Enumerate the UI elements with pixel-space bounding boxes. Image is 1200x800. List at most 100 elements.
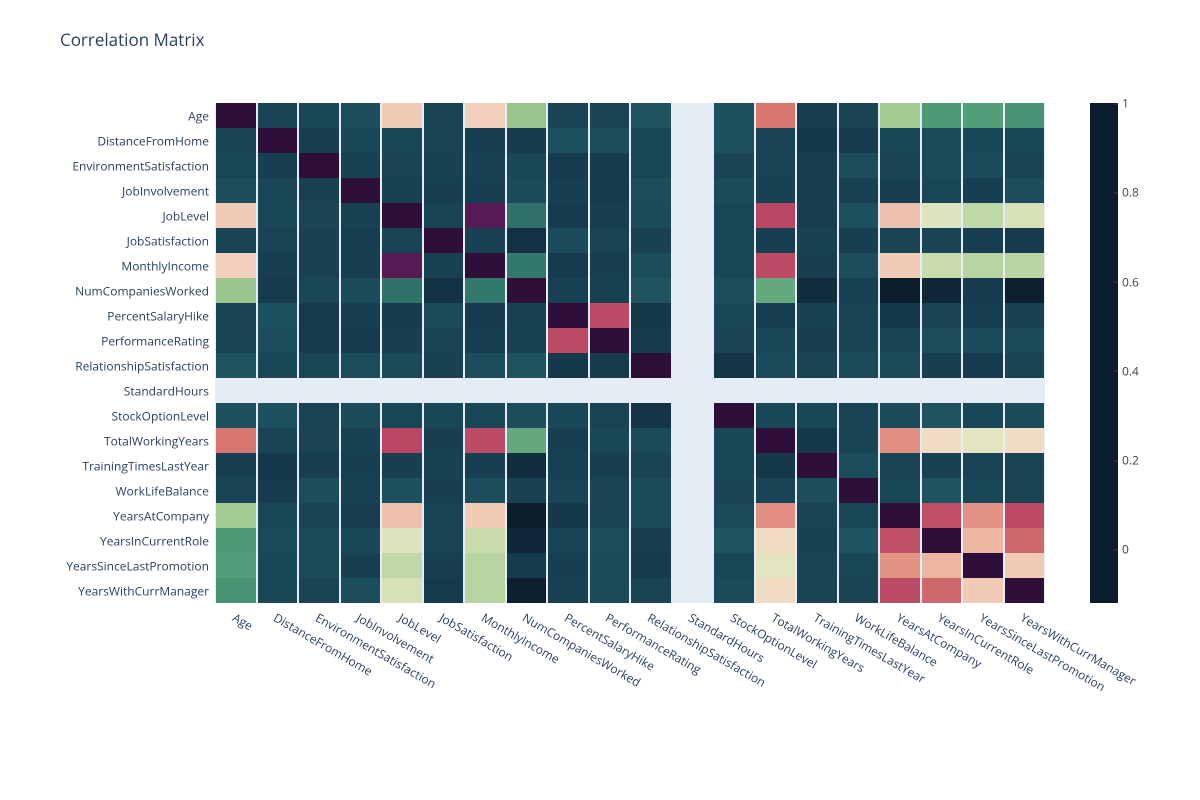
heatmap-cell (1005, 553, 1045, 578)
y-axis-label: JobSatisfaction (127, 232, 209, 249)
heatmap-cell (756, 153, 796, 178)
y-axis-label: WorkLifeBalance (115, 482, 209, 499)
heatmap-cell (1005, 478, 1045, 503)
heatmap-cell (880, 553, 920, 578)
heatmap-cell (216, 153, 256, 178)
heatmap-cell (839, 278, 879, 303)
heatmap-cell (880, 103, 920, 128)
heatmap-cell (797, 578, 837, 603)
heatmap-cell (465, 303, 505, 328)
heatmap-cell (382, 103, 422, 128)
heatmap-cell (922, 253, 962, 278)
heatmap-cell (299, 278, 339, 303)
heatmap-cell (548, 428, 588, 453)
heatmap-cell (922, 503, 962, 528)
heatmap-cell (963, 353, 1003, 378)
heatmap-cell (341, 328, 381, 353)
heatmap-cell (216, 553, 256, 578)
heatmap-cell (797, 153, 837, 178)
heatmap-cell (922, 528, 962, 553)
heatmap-cell (548, 303, 588, 328)
heatmap-cell (299, 153, 339, 178)
heatmap-cell (797, 428, 837, 453)
heatmap-cell (548, 228, 588, 253)
heatmap-cell (424, 128, 464, 153)
heatmap-cell (714, 153, 754, 178)
heatmap-cell (507, 578, 547, 603)
heatmap-cell (299, 303, 339, 328)
heatmap-cell (590, 153, 630, 178)
colorbar-tick: 1 (1118, 95, 1129, 112)
heatmap-cell (590, 328, 630, 353)
y-axis-label: YearsSinceLastPromotion (66, 557, 209, 574)
heatmap-cell (714, 253, 754, 278)
heatmap-cell (382, 278, 422, 303)
heatmap-cell (258, 453, 298, 478)
heatmap-cell (963, 528, 1003, 553)
heatmap-cell (507, 503, 547, 528)
heatmap-cell (880, 303, 920, 328)
heatmap-cell (631, 528, 671, 553)
heatmap-cell (590, 278, 630, 303)
heatmap-cell (382, 228, 422, 253)
heatmap-plot-area (215, 103, 1045, 603)
heatmap-cell (507, 303, 547, 328)
heatmap-cell (714, 353, 754, 378)
heatmap-cell (382, 303, 422, 328)
heatmap-cell (258, 578, 298, 603)
heatmap-cell (631, 503, 671, 528)
y-axis-label: YearsWithCurrManager (78, 582, 209, 599)
heatmap-cell (590, 228, 630, 253)
heatmap-cell (590, 203, 630, 228)
heatmap-cell (797, 528, 837, 553)
heatmap-cell (797, 553, 837, 578)
y-axis-label: TrainingTimesLastYear (82, 457, 209, 474)
heatmap-cell (839, 203, 879, 228)
heatmap-cell (922, 228, 962, 253)
heatmap-cell (216, 128, 256, 153)
colorbar-tick: 0.6 (1118, 273, 1139, 290)
heatmap-cell (548, 528, 588, 553)
heatmap-cell (631, 303, 671, 328)
heatmap-cell (839, 128, 879, 153)
heatmap-cell (465, 478, 505, 503)
heatmap-cell (299, 253, 339, 278)
heatmap-cell (756, 578, 796, 603)
colorbar-tick-label: 0.6 (1122, 273, 1139, 290)
heatmap-cell (424, 353, 464, 378)
heatmap-cell (507, 228, 547, 253)
heatmap-cell (714, 128, 754, 153)
heatmap-cell (299, 403, 339, 428)
heatmap-cell (382, 453, 422, 478)
heatmap-cell (922, 478, 962, 503)
heatmap-cell (756, 403, 796, 428)
heatmap-cell (631, 253, 671, 278)
heatmap-cell (548, 503, 588, 528)
heatmap-cell (465, 353, 505, 378)
heatmap-cell (590, 103, 630, 128)
heatmap-cell (963, 328, 1003, 353)
heatmap-cell (631, 203, 671, 228)
heatmap-cell (631, 403, 671, 428)
heatmap-cell (1005, 203, 1045, 228)
heatmap-cell (424, 503, 464, 528)
heatmap-cell (839, 303, 879, 328)
colorbar-tick-label: 0.2 (1122, 452, 1139, 469)
heatmap-cell (507, 403, 547, 428)
heatmap-cell (756, 103, 796, 128)
heatmap-cell (299, 128, 339, 153)
heatmap-cell (341, 203, 381, 228)
heatmap-cell (258, 503, 298, 528)
heatmap-cell (341, 528, 381, 553)
heatmap-cell (507, 478, 547, 503)
y-axis-label: JobInvolvement (122, 182, 209, 199)
heatmap-cell (465, 578, 505, 603)
heatmap-cell (963, 303, 1003, 328)
heatmap-cell (963, 278, 1003, 303)
heatmap-cell (424, 403, 464, 428)
heatmap-cell (258, 303, 298, 328)
chart-title: Correlation Matrix (60, 28, 204, 51)
heatmap-cell (880, 228, 920, 253)
heatmap-cell (548, 278, 588, 303)
heatmap-cell (590, 578, 630, 603)
